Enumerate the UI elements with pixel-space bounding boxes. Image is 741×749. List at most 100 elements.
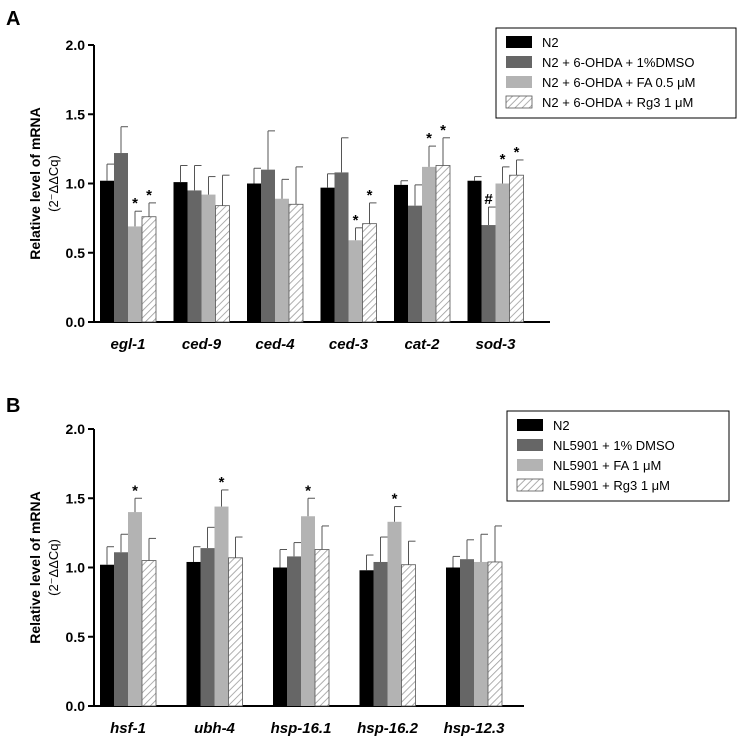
panel-b-significance-mark: *: [219, 474, 225, 491]
panel-b-y-tick-label: 1.0: [66, 560, 86, 576]
panel-a-category-label: cat-2: [404, 336, 440, 353]
panel-b-legend-swatch: [517, 419, 543, 431]
panel-a-category-label: egl-1: [110, 336, 145, 353]
panel-a-y-axis-title: Relative level of mRNA: [27, 107, 43, 260]
panel-b-category-label: hsp-16.2: [357, 720, 419, 737]
panel-a-legend-label: N2 + 6-OHDA + Rg3 1 μM: [542, 95, 693, 110]
panel-a-bar: [275, 198, 289, 322]
panel-a-y-axis-subtitle: (2⁻ΔΔCq): [46, 155, 61, 212]
panel-a-legend-swatch: [506, 36, 532, 48]
panel-a-legend-label: N2 + 6-OHDA + 1%DMSO: [542, 55, 694, 70]
panel-b-bar: [401, 564, 416, 707]
panel-a-legend-label: N2: [542, 35, 559, 50]
panel-b-bar: [446, 567, 460, 706]
panel-a-legend-swatch: [505, 95, 533, 109]
panel-b-category-label: hsf-1: [110, 720, 146, 737]
panel-a-significance-mark: *: [132, 195, 138, 212]
panel-a-bar: [100, 180, 114, 322]
panel-a-bar: [408, 205, 422, 322]
panel-b-y-tick-label: 0.5: [66, 629, 86, 645]
panel-a-bar: [320, 187, 335, 322]
panel-b-legend-box: [506, 410, 730, 502]
panel-b-bar: [301, 516, 315, 706]
panel-a-significance-mark: *: [367, 187, 373, 204]
panel-b-y-axis-title: Relative level of mRNA: [27, 491, 43, 644]
panel-a-legend-swatch: [506, 56, 532, 68]
panel-a-significance-mark: *: [500, 151, 506, 168]
panel-b-bar: [359, 570, 374, 706]
panel-a-y-tick-label: 1.0: [66, 176, 86, 192]
panel-b-y-tick-label: 1.5: [66, 490, 86, 506]
panel-a-bar: [334, 172, 349, 322]
panel-a-bar: [394, 184, 408, 322]
panel-a-bar: [201, 194, 216, 322]
panel-a-legend-box: [495, 27, 737, 119]
panel-b-y-tick-label: 0.0: [66, 698, 86, 714]
panel-a-significance-mark: *: [353, 212, 359, 229]
panel-a-bar: [247, 183, 261, 322]
panel-b-legend-swatch: [516, 478, 544, 492]
panel-b-y-tick-label: 2.0: [66, 421, 86, 437]
panel-a-bar: [362, 223, 377, 323]
panel-a: A 0.0 0.5 1.0 1.5 2.0 Relative level of mRNA (2…: [6, 8, 737, 353]
panel-b-bar: [100, 564, 114, 706]
panel-b-legend-label: NL5901 + 1% DMSO: [553, 438, 675, 453]
panel-b-bar: [214, 506, 229, 706]
panel-a-significance-mark: *: [514, 144, 520, 161]
panel-a-bar: [495, 183, 510, 322]
panel-b: B 0.0 0.5 1.0 1.5 2.0 Relative level of mRNA (2…: [6, 395, 730, 737]
panel-a-bar: [288, 203, 304, 323]
panel-a-letter: A: [6, 8, 20, 30]
panel-a-bar: [187, 190, 202, 322]
panel-b-bar: [287, 556, 301, 706]
panel-b-legend-label: N2: [553, 418, 570, 433]
panel-a-legend-label: N2 + 6-OHDA + FA 0.5 μM: [542, 75, 695, 90]
panel-a-bar: [467, 180, 482, 322]
panel-b-legend-swatch: [517, 439, 543, 451]
panel-b-legend-swatch: [517, 459, 543, 471]
panel-b-bar: [273, 567, 287, 706]
panel-b-bar: [373, 561, 388, 706]
panel-b-significance-mark: *: [132, 482, 138, 499]
panel-a-bar: [141, 216, 157, 323]
panel-a-bar: [435, 165, 451, 323]
panel-b-bar: [228, 557, 243, 707]
panel-b-legend-label: NL5901 + FA 1 μM: [553, 458, 661, 473]
panel-b-category-label: hsp-16.1: [271, 720, 332, 737]
panel-a-bar: [261, 169, 275, 322]
panel-a-bar: [481, 225, 496, 322]
panel-a-category-label: sod-3: [475, 336, 516, 353]
panel-b-bar: [141, 560, 157, 707]
panel-b-bar: [314, 549, 330, 707]
panel-a-bar: [128, 226, 142, 322]
panel-b-category-label: ubh-4: [194, 720, 235, 737]
panel-a-significance-mark: *: [426, 130, 432, 147]
panel-a-bar: [509, 174, 524, 323]
panel-a-category-label: ced-3: [329, 336, 369, 353]
panel-b-bar: [387, 521, 402, 706]
panel-a-y-tick-label: 0.5: [66, 245, 86, 261]
panel-b-significance-mark: *: [305, 482, 311, 499]
panel-a-category-label: ced-9: [182, 336, 222, 353]
panel-b-letter: B: [6, 395, 20, 417]
panel-a-bar: [422, 166, 436, 322]
panel-a-significance-mark: *: [440, 122, 446, 139]
panel-a-category-label: ced-4: [255, 336, 295, 353]
panel-b-bar: [487, 561, 503, 707]
panel-b-bar: [460, 559, 474, 706]
panel-a-bar: [215, 205, 230, 323]
panel-b-bar: [114, 552, 128, 706]
panel-b-bar: [200, 548, 215, 706]
panel-a-y-tick-label: 0.0: [66, 314, 86, 330]
panel-b-significance-mark: *: [392, 491, 398, 508]
panel-a-legend-swatch: [506, 76, 532, 88]
panel-a-y-tick-label: 1.5: [66, 106, 86, 122]
panel-b-bar: [474, 561, 488, 706]
panel-b-bar: [186, 561, 201, 706]
panel-a-bar: [348, 240, 363, 322]
panel-a-y-tick-label: 2.0: [66, 37, 86, 53]
panel-b-bar: [128, 512, 142, 706]
panel-b-category-label: hsp-12.3: [444, 720, 506, 737]
panel-b-legend-label: NL5901 + Rg3 1 μM: [553, 478, 670, 493]
